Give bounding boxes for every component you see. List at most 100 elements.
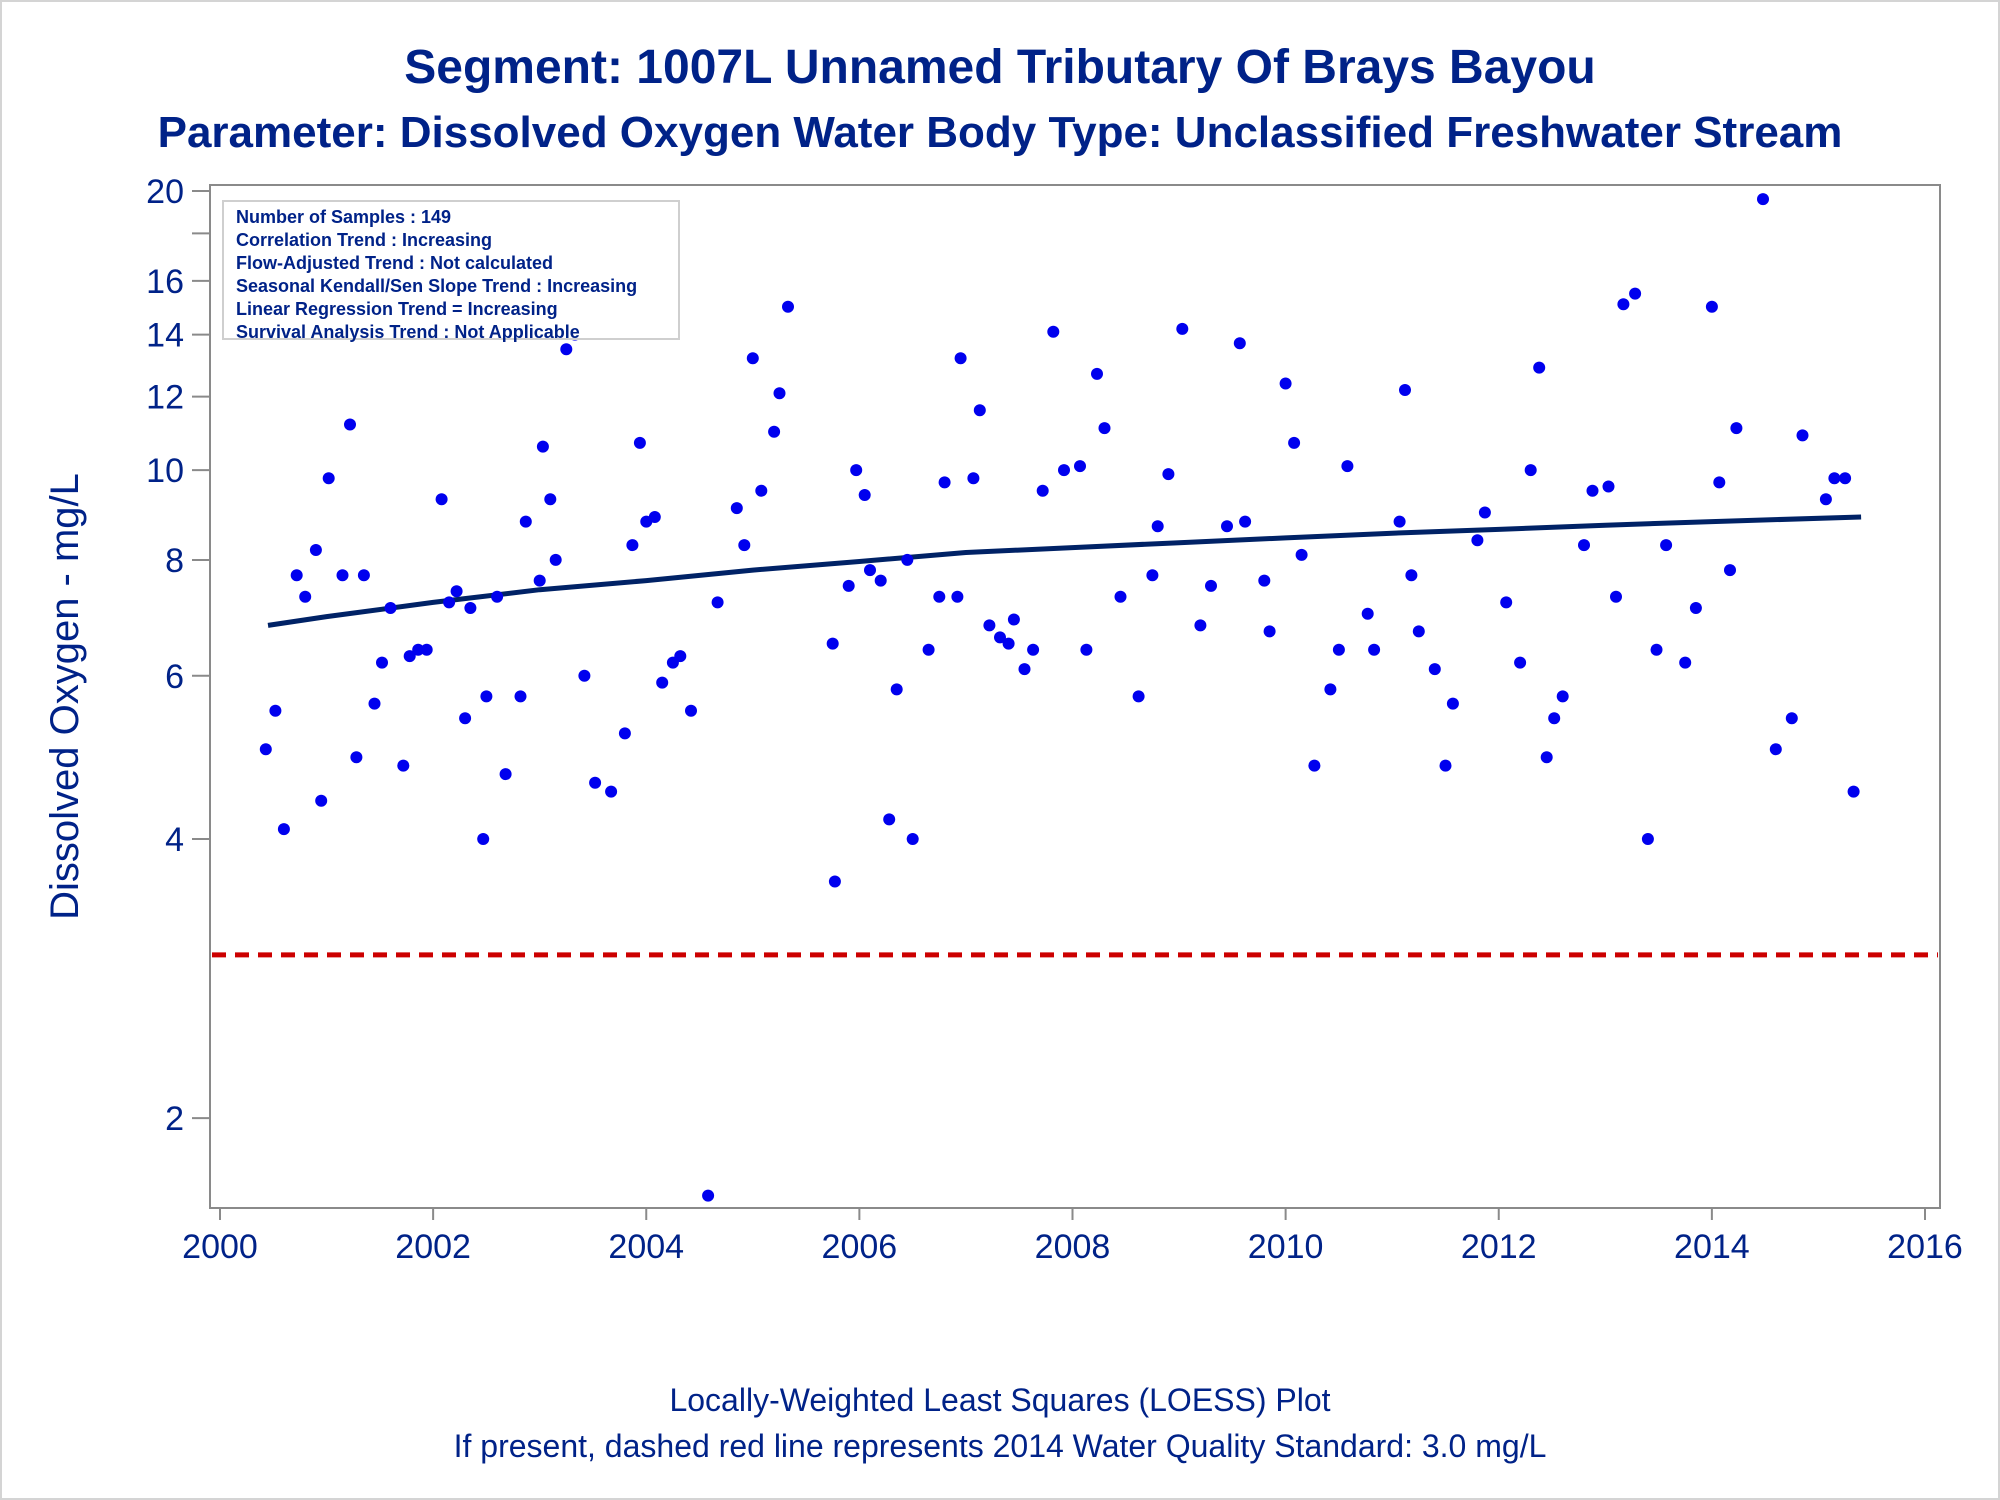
data-point [1839,472,1852,485]
data-point [1324,683,1337,696]
data-point [1439,759,1452,772]
data-point [1205,579,1217,592]
y-tick-label: 12 [146,379,184,417]
data-point [277,823,290,836]
data-point [1361,607,1374,620]
data-point [322,472,335,485]
data-point [1399,384,1411,396]
data-point [1548,712,1561,725]
data-point [1769,743,1782,756]
loess-trend-line [267,514,1862,628]
data-point [403,650,416,663]
data-point [450,585,463,598]
data-point [890,683,903,696]
data-point [397,759,410,772]
chart-title: Segment: 1007L Unnamed Tributary Of Bray… [404,41,1596,94]
data-point [1341,460,1354,473]
data-point [648,511,661,523]
data-point [1828,472,1841,485]
data-point [954,352,967,365]
data-point [626,539,639,552]
data-point [711,596,724,609]
data-point [1036,484,1049,497]
data-point [269,704,282,717]
x-tick-label: 2002 [395,1228,471,1266]
data-point [519,515,532,528]
data-point [443,596,456,609]
info-line: Flow-Adjusted Trend : Not calculated [236,253,554,273]
data-point [864,564,876,577]
data-point [674,650,687,663]
data-point [1705,300,1718,313]
trend-info-box: Number of Samples : 149 Correlation Tren… [222,200,680,342]
y-tick-label: 14 [146,317,184,355]
data-point [536,440,549,453]
data-point [685,704,697,717]
data-point [1162,468,1175,481]
y-tick-label: 4 [165,821,184,859]
x-tick-label: 2010 [1248,1228,1324,1266]
data-point [1610,590,1622,603]
info-line: Correlation Trend : Increasing [236,230,493,250]
data-point [1080,643,1093,656]
x-tick-label: 2000 [182,1228,258,1266]
data-point [309,544,322,556]
y-tick-label: 16 [146,263,184,301]
data-point [544,493,557,506]
data-point [938,476,951,489]
data-point [299,590,312,603]
data-point [773,387,786,400]
data-point [1091,367,1103,380]
x-tick-label: 2004 [608,1228,684,1266]
data-point [1288,436,1301,449]
data-point [350,751,363,764]
data-point [1500,596,1513,609]
data-point [1027,643,1040,656]
data-point [1471,534,1484,547]
data-point [1412,625,1425,638]
data-point [1641,833,1654,845]
data-point [883,813,896,826]
data-point [412,643,425,656]
data-point [1617,298,1630,311]
y-tick-label: 20 [146,173,184,211]
data-point [514,690,527,703]
data-point [344,418,356,431]
data-point [730,502,743,515]
data-point [1176,322,1189,335]
y-tick-label: 6 [165,658,184,696]
data-point [1074,460,1086,473]
data-point [1785,712,1798,725]
data-point [357,569,370,582]
data-point [1713,476,1726,489]
data-point [384,602,397,614]
x-tick-label: 2014 [1674,1228,1750,1266]
data-point [1132,690,1145,703]
info-line: Seasonal Kendall/Sen Slope Trend : Incre… [236,276,638,296]
data-point [828,875,841,888]
data-point [499,768,512,781]
data-point [1146,569,1159,582]
data-point [1058,464,1070,477]
data-point [1629,287,1642,300]
data-point [290,569,303,582]
data-point [1258,574,1271,587]
data-point [906,833,919,845]
chart-subtitle: Parameter: Dissolved Oxygen Water Body T… [157,108,1843,157]
y-tick-label: 2 [165,1100,184,1138]
data-point [618,727,631,740]
data-point [633,436,646,449]
data-point [1689,602,1702,614]
data-point [1308,759,1321,772]
data-point [1478,506,1491,519]
data-point [1002,637,1015,650]
data-point [768,425,781,438]
data-point [1847,785,1860,798]
data-point [858,489,871,501]
data-point [1602,480,1615,493]
data-point [1796,429,1809,442]
data-point [1524,464,1537,477]
data-point [994,631,1006,644]
data-point [951,590,964,603]
data-point [1819,493,1832,506]
